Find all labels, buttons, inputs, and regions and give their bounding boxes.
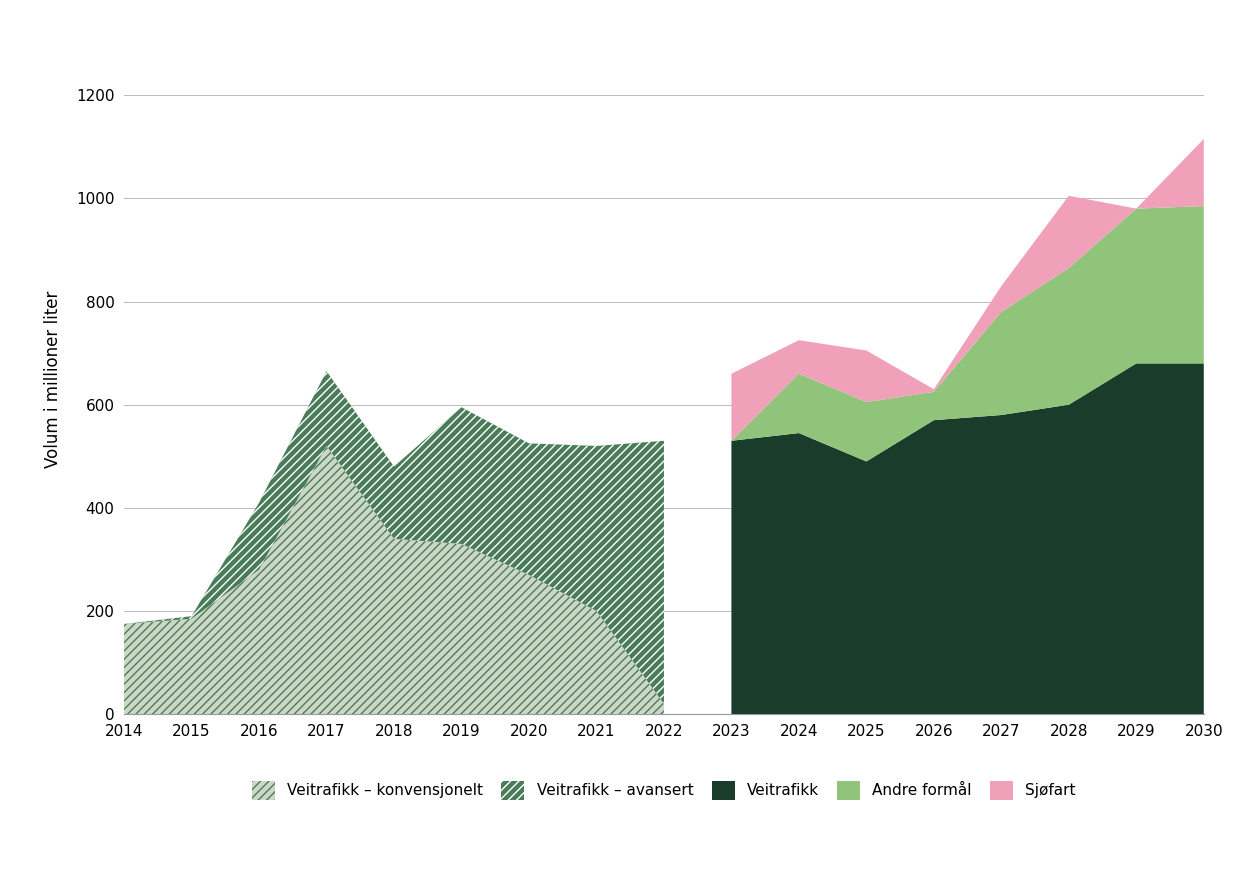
Y-axis label: Volum i millioner liter: Volum i millioner liter bbox=[43, 290, 62, 468]
Legend: Veitrafikk – konvensjonelt, Veitrafikk – avansert, Veitrafikk, Andre formål, Sjø: Veitrafikk – konvensjonelt, Veitrafikk –… bbox=[244, 773, 1083, 807]
